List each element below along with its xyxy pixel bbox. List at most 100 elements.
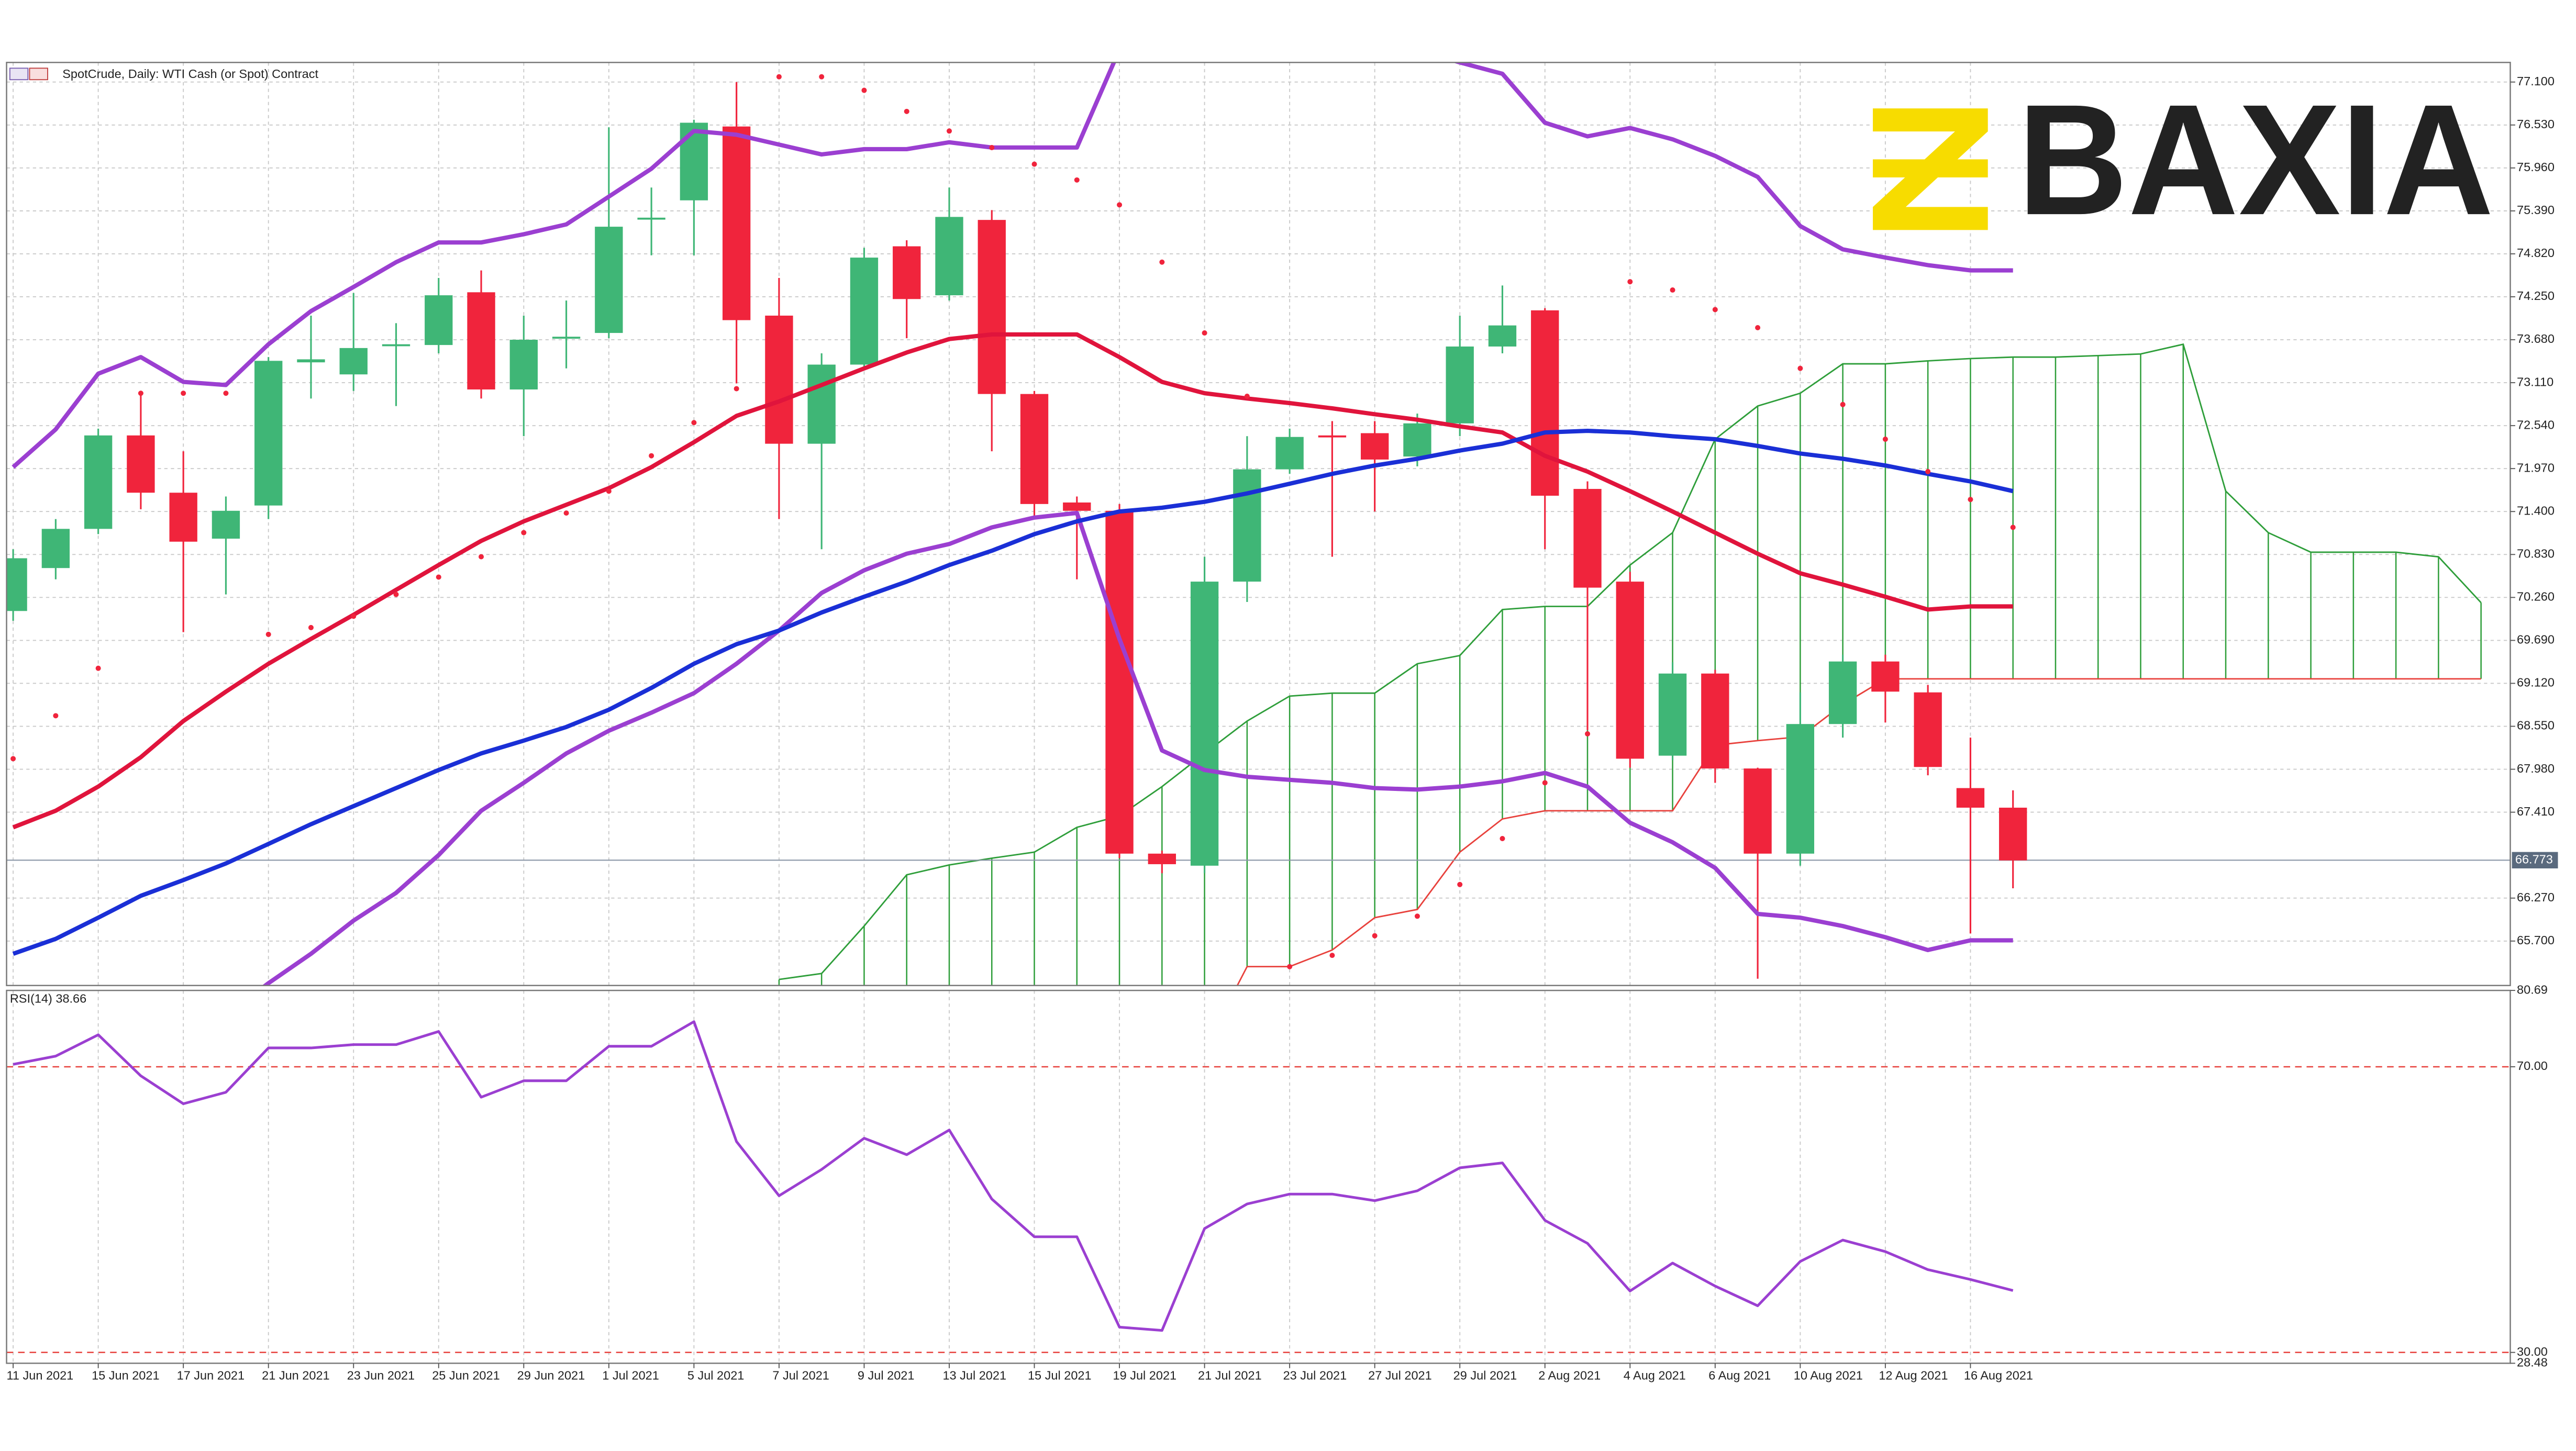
candle-body — [935, 217, 963, 296]
y-tick-label: 71.400 — [2517, 504, 2555, 517]
candle-body — [1233, 469, 1261, 582]
x-tick-label: 29 Jun 2021 — [517, 1369, 585, 1382]
x-tick-label: 2 Aug 2021 — [1538, 1369, 1601, 1382]
sar-dot — [1542, 780, 1548, 786]
candle-body — [467, 292, 495, 390]
sar-dot — [223, 390, 229, 396]
candle-body — [1658, 673, 1687, 756]
y-tick-label: 80.69 — [2517, 983, 2548, 996]
candle-body — [84, 435, 113, 529]
sar-dot — [946, 128, 952, 134]
sar-dot — [479, 554, 484, 560]
x-tick-label: 21 Jun 2021 — [262, 1369, 329, 1382]
candle-body — [1446, 346, 1474, 423]
sar-dot — [989, 144, 995, 150]
sar-dot — [436, 574, 441, 580]
candle-body — [850, 258, 879, 365]
x-tick-label: 5 Jul 2021 — [687, 1369, 745, 1382]
x-tick-label: 15 Jun 2021 — [92, 1369, 159, 1382]
sar-dot — [1797, 365, 1803, 371]
candle-body — [1744, 768, 1772, 854]
y-tick-label: 77.100 — [2517, 74, 2555, 88]
chart-title: SpotCrude, Daily: WTI Cash (or Spot) Con… — [62, 67, 318, 81]
candle-body — [1871, 661, 1900, 692]
candle-body — [1488, 325, 1517, 347]
y-tick-label: 70.260 — [2517, 590, 2555, 604]
candle-body — [509, 340, 538, 390]
x-tick-label: 25 Jun 2021 — [432, 1369, 499, 1382]
candle-body — [382, 344, 410, 347]
sar-dot — [521, 530, 527, 535]
plot-layer — [6, 62, 2511, 1364]
candle-body — [339, 348, 368, 375]
x-tick-label: 11 Jun 2021 — [7, 1369, 74, 1382]
candle-body — [680, 122, 708, 200]
y-tick-label: 73.110 — [2517, 375, 2553, 388]
y-tick-label: 30.00 — [2517, 1345, 2548, 1358]
logo-icon — [1873, 159, 1988, 177]
y-tick-label: 75.960 — [2517, 160, 2555, 174]
x-tick-label: 23 Jul 2021 — [1283, 1369, 1347, 1382]
overlay-line — [12, 62, 2013, 469]
x-tick-label: 16 Aug 2021 — [1964, 1369, 2033, 1382]
candle-body — [722, 126, 751, 320]
candle-body — [254, 361, 283, 506]
sar-dot — [691, 420, 697, 426]
y-tick-label: 76.530 — [2517, 117, 2555, 131]
sar-dot — [95, 665, 101, 671]
sar-dot — [861, 87, 867, 93]
sar-dot — [1457, 881, 1463, 887]
y-tick-label: 67.410 — [2517, 805, 2555, 818]
candle-body — [425, 295, 453, 345]
candle-body — [1105, 510, 1134, 854]
y-tick-label: 71.970 — [2517, 461, 2555, 474]
sar-dot — [1244, 393, 1250, 399]
sar-dot — [1968, 497, 1973, 503]
x-tick-label: 7 Jul 2021 — [772, 1369, 829, 1382]
x-tick-label: 9 Jul 2021 — [858, 1369, 915, 1382]
sar-dot — [138, 390, 143, 396]
sar-dot — [308, 624, 314, 630]
y-tick-label: 75.390 — [2517, 203, 2555, 217]
logo: BAXIA — [1873, 71, 2494, 248]
sar-dot — [1287, 964, 1293, 969]
candle-body — [807, 364, 836, 444]
sar-dot — [776, 74, 782, 80]
last-price-box — [2512, 852, 2558, 869]
sar-dot — [351, 613, 357, 619]
icon — [9, 68, 29, 81]
rsi-line — [13, 1020, 2014, 1332]
sar-dot — [734, 386, 739, 392]
sar-dot — [1584, 731, 1591, 736]
sar-dot — [606, 488, 612, 494]
candle-body — [1361, 433, 1389, 460]
candle-body — [893, 246, 921, 299]
y-tick-label: 70.830 — [2517, 547, 2555, 561]
y-tick-label: 74.820 — [2517, 246, 2555, 260]
y-tick-label: 69.120 — [2517, 676, 2555, 689]
overlay-line — [12, 429, 2014, 956]
candle-body — [1190, 582, 1219, 866]
candle-body — [1063, 502, 1091, 511]
sar-dot — [649, 453, 654, 459]
candle-body — [41, 529, 70, 568]
sar-dot — [393, 591, 399, 597]
candle-body — [1956, 788, 1985, 808]
sar-dot — [1840, 401, 1846, 407]
sar-dot — [10, 756, 16, 762]
sar-dot — [53, 713, 59, 719]
candle-body — [1786, 724, 1815, 854]
panel — [6, 990, 2511, 1364]
sar-dot — [1202, 330, 1207, 336]
y-tick-label: 72.540 — [2517, 418, 2555, 431]
candle-body — [637, 217, 665, 220]
x-tick-label: 21 Jul 2021 — [1198, 1369, 1262, 1382]
sar-dot — [1117, 202, 1123, 208]
cloud-span-a — [779, 343, 2482, 980]
last-price-label: 66.773 — [2515, 853, 2553, 866]
y-tick-label: 65.700 — [2517, 933, 2555, 947]
cloud-span-b — [1236, 678, 2481, 986]
